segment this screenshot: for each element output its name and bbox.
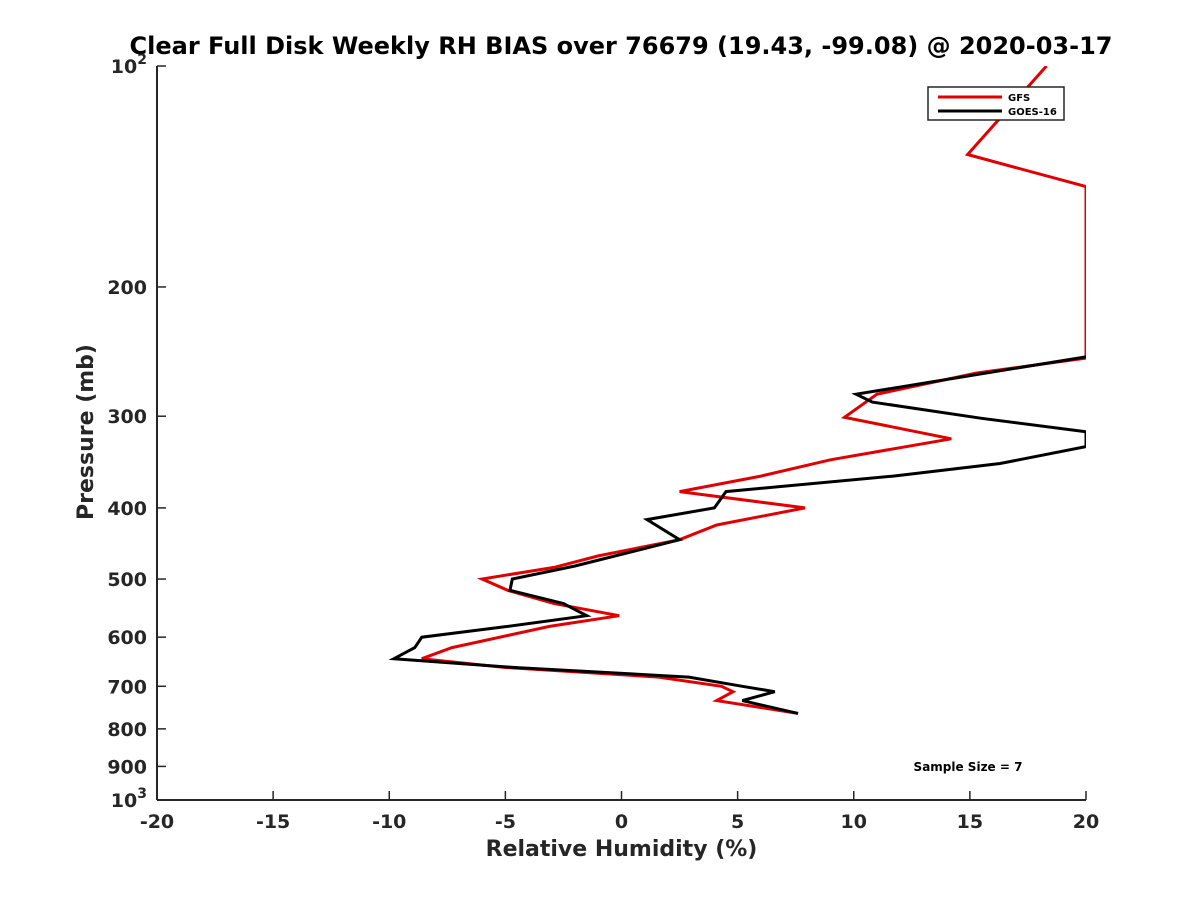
y-tick-label: 900 <box>107 756 147 778</box>
y-tick-label: 200 <box>107 277 147 299</box>
y-tick-label: 103 <box>111 786 147 812</box>
y-axis-ticks: 102 200 300 400 500 600 700 800 900 103 <box>107 52 166 812</box>
x-tick-label: 0 <box>615 811 628 833</box>
legend-entry-label: GOES-16 <box>1008 107 1057 118</box>
x-tick-label: 20 <box>1073 811 1099 833</box>
x-axis-ticks: -20 -15 -10 -5 0 5 10 15 20 <box>140 791 1099 833</box>
y-tick-label: 600 <box>107 627 147 649</box>
y-tick-label: 300 <box>107 406 147 428</box>
x-tick-label: -5 <box>495 811 516 833</box>
y-tick-label: 800 <box>107 719 147 741</box>
chart-title: Clear Full Disk Weekly RH BIAS over 7667… <box>130 32 1113 60</box>
y-axis-label: Pressure (mb) <box>74 344 99 520</box>
legend: GFS GOES-16 <box>927 86 1065 121</box>
y-tick-label: 500 <box>107 569 147 591</box>
x-tick-label: -15 <box>256 811 290 833</box>
plot-area: -20 -15 -10 -5 0 5 10 15 20 102 200 300 400 500 600 70… <box>107 52 1099 833</box>
x-tick-label: 10 <box>841 811 867 833</box>
series-line-gfs <box>421 66 1086 715</box>
y-tick-label: 400 <box>107 498 147 520</box>
y-tick-label: 102 <box>111 52 147 78</box>
x-tick-label: -10 <box>372 811 406 833</box>
x-axis-label: Relative Humidity (%) <box>486 837 758 862</box>
series-line-goes-16 <box>388 355 1086 715</box>
legend-box <box>927 86 1065 121</box>
x-tick-label: -20 <box>140 811 174 833</box>
x-tick-label: 15 <box>957 811 983 833</box>
x-tick-label: 5 <box>731 811 744 833</box>
y-tick-label: 700 <box>107 676 147 698</box>
series-layer <box>388 66 1086 715</box>
sample-size-annotation: Sample Size = 7 <box>914 760 1023 774</box>
legend-entry-label: GFS <box>1008 93 1030 104</box>
